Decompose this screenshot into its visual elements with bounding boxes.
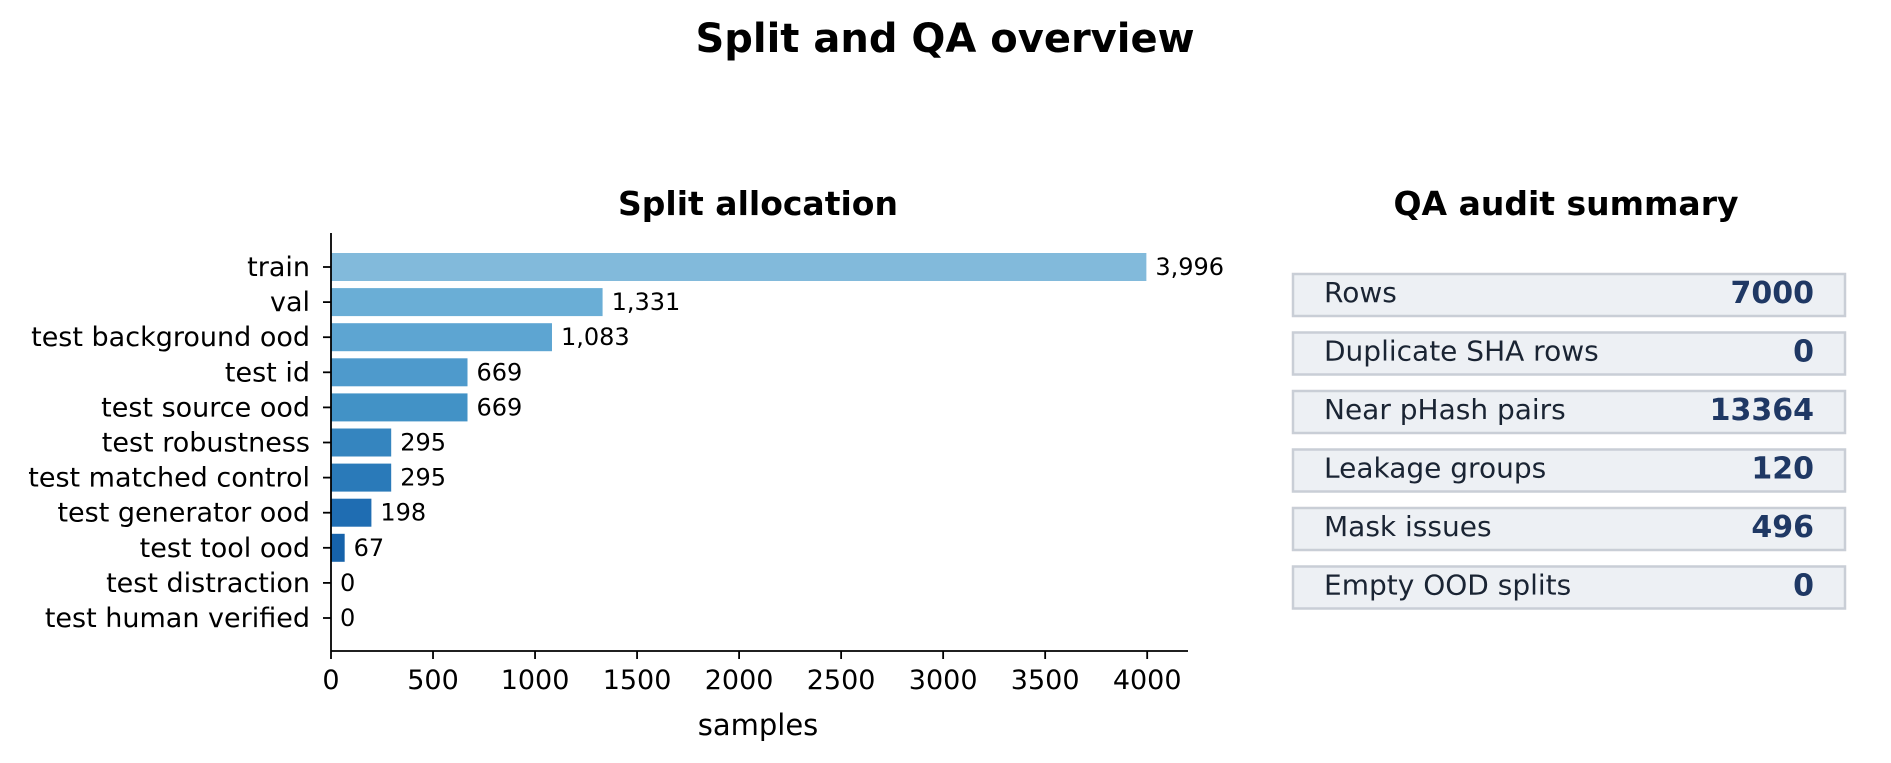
x-tick-label: 4000 bbox=[1113, 665, 1182, 696]
split-allocation-title: Split allocation bbox=[618, 184, 898, 223]
x-tick-label: 1500 bbox=[603, 665, 672, 696]
qa-row-label: Mask issues bbox=[1324, 510, 1492, 543]
bar-value-label: 1,331 bbox=[612, 288, 681, 316]
y-tick-label: test generator ood bbox=[57, 498, 310, 529]
qa-row-leakage-groups: Leakage groups 120 bbox=[1291, 448, 1847, 493]
x-tick-label: 3000 bbox=[909, 665, 978, 696]
qa-row-value: 120 bbox=[1751, 452, 1814, 487]
bar-value-label: 669 bbox=[477, 393, 523, 421]
bar-value-label: 198 bbox=[380, 499, 426, 527]
y-tick-label: test id bbox=[225, 357, 310, 388]
y-tick-label: val bbox=[270, 287, 310, 318]
y-tick-label: train bbox=[247, 252, 310, 283]
qa-row-rows: Rows 7000 bbox=[1291, 272, 1847, 318]
y-tick-label: test source ood bbox=[101, 392, 310, 423]
y-tick-label: test matched control bbox=[28, 463, 310, 494]
qa-row-label: Leakage groups bbox=[1324, 452, 1546, 485]
bar-test-tool-ood bbox=[331, 533, 345, 562]
figure-title: Split and QA overview bbox=[695, 16, 1194, 62]
qa-audit-summary-panel: QA audit summary Rows 7000 Duplicate SHA r… bbox=[1291, 184, 1847, 610]
bar-test-robustness bbox=[331, 428, 392, 457]
bar-value-label: 1,083 bbox=[561, 323, 630, 351]
y-tick-label: test distraction bbox=[106, 568, 310, 599]
qa-rows: Rows 7000 Duplicate SHA rows 0 Near pHash pa… bbox=[1291, 272, 1847, 610]
bar-value-labels: 3,996 1,331 1,083 669 669 295 295 198 67 0 0 bbox=[340, 253, 1224, 632]
bar-value-label: 3,996 bbox=[1155, 253, 1224, 281]
bar-value-label: 295 bbox=[400, 464, 446, 492]
x-axis-ticks: 0 500 1000 1500 2000 2500 3000 3500 4000 bbox=[322, 651, 1182, 696]
y-tick-label: test human verified bbox=[45, 603, 310, 634]
qa-audit-summary-title: QA audit summary bbox=[1393, 184, 1738, 223]
qa-row-box bbox=[1291, 506, 1847, 552]
qa-row-value: 0 bbox=[1793, 335, 1814, 370]
bar-value-label: 67 bbox=[354, 534, 385, 562]
split-allocation-chart: Split allocation 3,996 1,331 1,083 669 669 29… bbox=[28, 184, 1224, 742]
bar-group bbox=[331, 253, 1147, 562]
y-axis-ticks: train val test background ood test id test s… bbox=[28, 252, 331, 634]
bar-value-label: 295 bbox=[400, 429, 446, 457]
qa-row-box bbox=[1291, 565, 1847, 610]
bar-test-id bbox=[331, 358, 468, 387]
bar-value-label: 0 bbox=[340, 569, 355, 597]
bar-value-label: 0 bbox=[340, 604, 355, 632]
bar-value-label: 669 bbox=[477, 358, 523, 386]
bar-test-source-ood bbox=[331, 393, 468, 422]
y-tick-label: test background ood bbox=[31, 322, 310, 353]
x-tick-label: 500 bbox=[407, 665, 459, 696]
bar-test-matched-control bbox=[331, 463, 392, 492]
bar-train bbox=[331, 253, 1147, 281]
qa-row-label: Empty OOD splits bbox=[1324, 569, 1571, 602]
qa-row-value: 496 bbox=[1751, 510, 1814, 545]
y-tick-label: test tool ood bbox=[140, 533, 310, 564]
qa-row-mask-issues: Mask issues 496 bbox=[1291, 506, 1847, 552]
qa-row-box bbox=[1291, 272, 1847, 318]
bar-val bbox=[331, 288, 603, 317]
x-tick-label: 1000 bbox=[501, 665, 570, 696]
qa-row-box bbox=[1291, 389, 1847, 435]
y-tick-label: test robustness bbox=[102, 428, 310, 459]
bar-test-generator-ood bbox=[331, 498, 372, 527]
x-axis-label: samples bbox=[698, 708, 819, 742]
qa-row-value: 0 bbox=[1793, 569, 1814, 604]
qa-row-duplicate-sha-rows: Duplicate SHA rows 0 bbox=[1291, 331, 1847, 376]
x-tick-label: 0 bbox=[322, 665, 339, 696]
qa-row-label: Rows bbox=[1324, 276, 1397, 309]
x-tick-label: 2000 bbox=[705, 665, 774, 696]
qa-row-near-phash-pairs: Near pHash pairs 13364 bbox=[1291, 389, 1847, 435]
qa-row-box bbox=[1291, 331, 1847, 376]
qa-row-value: 7000 bbox=[1731, 276, 1815, 311]
x-tick-label: 2500 bbox=[807, 665, 876, 696]
x-tick-label: 3500 bbox=[1011, 665, 1080, 696]
qa-row-label: Duplicate SHA rows bbox=[1324, 335, 1599, 368]
qa-row-value: 13364 bbox=[1710, 393, 1814, 428]
bar-test-background-ood bbox=[331, 323, 552, 352]
qa-row-empty-ood-splits: Empty OOD splits 0 bbox=[1291, 565, 1847, 610]
qa-row-label: Near pHash pairs bbox=[1324, 393, 1566, 426]
qa-row-box bbox=[1291, 448, 1847, 493]
